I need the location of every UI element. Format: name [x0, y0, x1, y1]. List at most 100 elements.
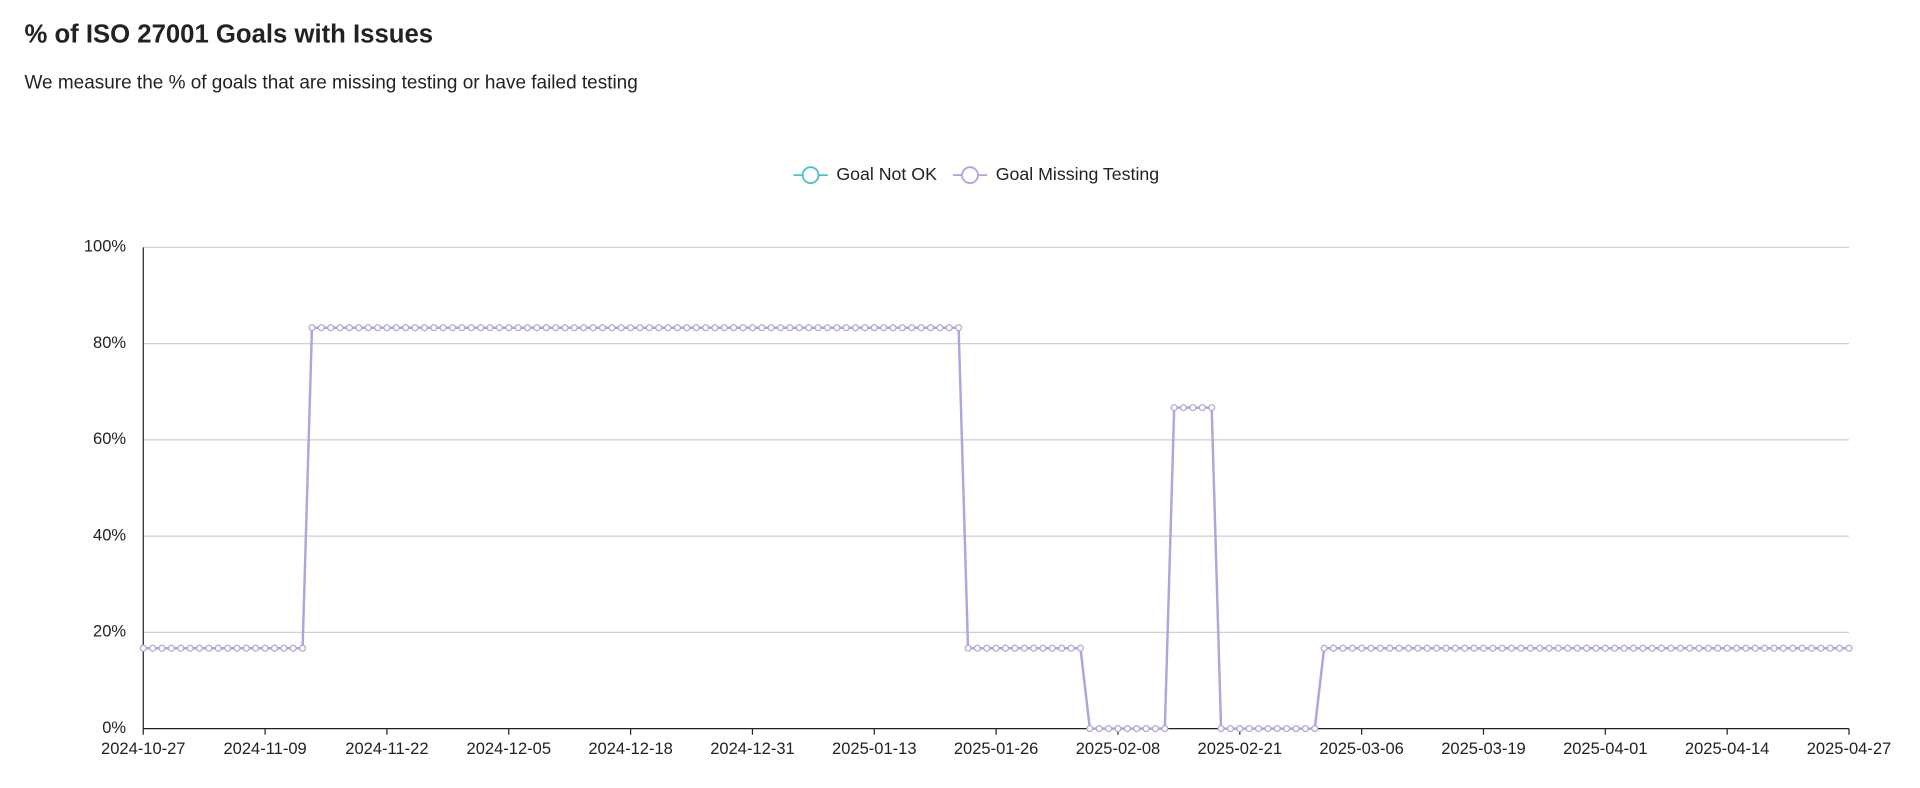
data-point	[308, 324, 316, 332]
data-point	[1095, 725, 1103, 733]
data-point	[889, 324, 897, 332]
data-point	[139, 644, 147, 652]
series-line	[143, 326, 1849, 730]
data-point	[1442, 644, 1450, 652]
data-point	[1386, 644, 1394, 652]
data-point	[1123, 725, 1131, 733]
data-point	[645, 324, 653, 332]
data-point	[1376, 644, 1384, 652]
data-point	[1845, 644, 1853, 652]
data-point	[439, 324, 447, 332]
x-tick-label: 2024-12-05	[467, 739, 551, 758]
y-tick-label: 0%	[102, 718, 126, 737]
data-point	[1676, 644, 1684, 652]
data-point	[374, 324, 382, 332]
data-point	[514, 324, 522, 332]
data-point	[177, 644, 185, 652]
legend-label[interactable]: Goal Missing Testing	[996, 164, 1159, 184]
data-point	[477, 324, 485, 332]
y-tick-label: 80%	[93, 333, 126, 352]
data-point	[1667, 644, 1675, 652]
data-point	[345, 324, 354, 332]
data-point	[1001, 644, 1010, 652]
data-point	[1358, 644, 1366, 652]
data-point	[1742, 644, 1750, 652]
data-point	[1329, 644, 1338, 652]
data-point	[1807, 644, 1816, 652]
data-point	[1114, 725, 1122, 733]
data-point	[252, 644, 260, 652]
data-point	[1479, 644, 1488, 652]
x-tick-label: 2025-01-13	[832, 739, 916, 758]
data-point	[1573, 644, 1581, 652]
data-point	[786, 324, 794, 332]
data-point	[898, 324, 906, 332]
legend-label[interactable]: Goal Not OK	[836, 164, 937, 184]
data-point	[430, 324, 438, 332]
data-point	[542, 324, 550, 332]
data-point	[1451, 644, 1459, 652]
data-point	[702, 324, 710, 332]
data-point	[833, 324, 841, 332]
data-point	[1011, 644, 1019, 652]
x-tick-label: 2025-03-19	[1441, 739, 1525, 758]
data-point	[1686, 644, 1694, 652]
data-point	[1836, 644, 1844, 652]
data-point	[1414, 644, 1422, 652]
data-point	[1498, 644, 1506, 652]
data-point	[1170, 404, 1178, 412]
data-point	[730, 324, 738, 332]
data-point	[167, 644, 175, 652]
data-point	[214, 644, 222, 652]
data-point	[1704, 644, 1712, 652]
data-point	[1423, 644, 1431, 652]
data-point	[936, 324, 944, 332]
data-point	[1264, 725, 1272, 733]
data-point	[1657, 644, 1666, 652]
data-point	[1039, 644, 1047, 652]
data-point	[533, 324, 541, 332]
data-point	[570, 324, 578, 332]
x-tick-label: 2025-04-14	[1685, 739, 1769, 758]
data-point	[1245, 725, 1253, 733]
chart-title: % of ISO 27001 Goals with Issues	[24, 20, 433, 48]
x-tick-label: 2025-03-06	[1319, 739, 1403, 758]
data-point	[777, 324, 785, 332]
data-point	[1348, 644, 1356, 652]
data-point	[767, 324, 775, 332]
data-point	[1320, 644, 1328, 652]
data-point	[917, 324, 925, 332]
legend-marker[interactable]	[801, 166, 820, 184]
legend-marker[interactable]	[961, 166, 979, 184]
data-point	[1798, 644, 1806, 652]
chart-subtitle: We measure the % of goals that are missi…	[24, 72, 637, 93]
data-point	[1461, 644, 1469, 652]
data-point	[1826, 644, 1834, 652]
data-point	[908, 324, 916, 332]
data-point	[402, 324, 410, 332]
data-point	[1133, 725, 1141, 733]
data-point	[261, 644, 269, 652]
data-point	[411, 324, 419, 332]
data-point	[233, 644, 241, 652]
data-point	[383, 324, 391, 332]
data-point	[1161, 725, 1169, 733]
data-point	[1058, 644, 1066, 652]
data-point	[205, 644, 213, 652]
x-tick-label: 2024-10-27	[101, 739, 185, 758]
data-point	[186, 644, 194, 652]
data-point	[467, 324, 475, 332]
data-point	[224, 644, 232, 652]
data-point	[1404, 644, 1413, 652]
data-point	[683, 324, 691, 332]
data-point	[711, 324, 719, 332]
data-point	[983, 644, 991, 652]
data-point	[420, 324, 428, 332]
data-point	[327, 324, 335, 332]
data-point	[1254, 725, 1263, 733]
x-tick-label: 2025-04-27	[1807, 739, 1891, 758]
data-point	[720, 324, 728, 332]
x-tick-label: 2025-02-21	[1198, 739, 1282, 758]
data-point	[1517, 644, 1525, 652]
data-point	[795, 324, 803, 332]
